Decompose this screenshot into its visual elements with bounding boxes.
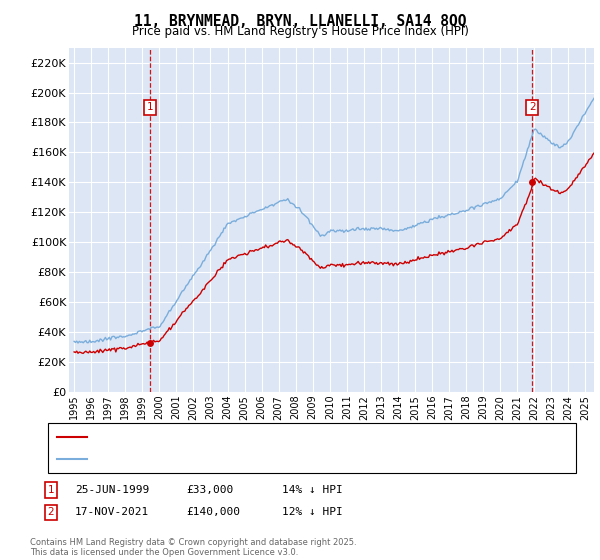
Text: 11, BRYNMEAD, BRYN, LLANELLI, SA14 8QQ (semi-detached house): 11, BRYNMEAD, BRYN, LLANELLI, SA14 8QQ (… [93,432,443,442]
Text: Contains HM Land Registry data © Crown copyright and database right 2025.
This d: Contains HM Land Registry data © Crown c… [30,538,356,557]
Text: 1: 1 [147,102,154,113]
Text: 25-JUN-1999: 25-JUN-1999 [75,485,149,495]
Text: 11, BRYNMEAD, BRYN, LLANELLI, SA14 8QQ: 11, BRYNMEAD, BRYN, LLANELLI, SA14 8QQ [134,14,466,29]
Text: 2: 2 [529,102,535,113]
Text: HPI: Average price, semi-detached house, Carmarthenshire: HPI: Average price, semi-detached house,… [93,454,403,464]
Text: 17-NOV-2021: 17-NOV-2021 [75,507,149,517]
Text: £140,000: £140,000 [186,507,240,517]
Text: 1: 1 [47,485,55,495]
Text: Price paid vs. HM Land Registry's House Price Index (HPI): Price paid vs. HM Land Registry's House … [131,25,469,38]
Text: 14% ↓ HPI: 14% ↓ HPI [282,485,343,495]
Text: £33,000: £33,000 [186,485,233,495]
Text: 2: 2 [47,507,55,517]
Text: 12% ↓ HPI: 12% ↓ HPI [282,507,343,517]
